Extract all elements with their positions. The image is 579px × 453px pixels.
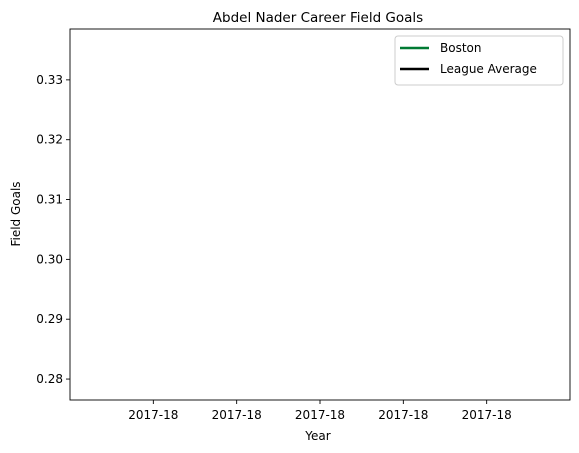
legend-label: League Average (440, 62, 537, 76)
legend-entries: Boston League Average (400, 41, 537, 76)
legend-box (394, 35, 564, 86)
y-tick-label: 0.29 (36, 312, 63, 326)
y-axis-ticks: 0.28 0.29 0.30 0.31 0.32 0.33 (36, 73, 70, 386)
y-tick-label: 0.30 (36, 252, 63, 266)
y-tick-label: 0.33 (36, 73, 63, 87)
y-tick-label: 0.32 (36, 133, 63, 147)
x-tick-label: 2017-18 (462, 408, 512, 422)
x-tick-label: 2017-18 (128, 408, 178, 422)
x-tick-label: 2017-18 (212, 408, 262, 422)
x-axis-ticks: 2017-18 2017-18 2017-18 2017-18 2017-18 (128, 400, 512, 422)
y-tick-label: 0.28 (36, 372, 63, 386)
x-tick-label: 2017-18 (295, 408, 345, 422)
x-axis-label: Year (304, 429, 330, 443)
legend: Boston League Average (394, 35, 564, 86)
legend-label: Boston (440, 41, 481, 55)
y-tick-label: 0.31 (36, 193, 63, 207)
y-axis-label: Field Goals (9, 181, 23, 246)
chart-title: Abdel Nader Career Field Goals (213, 10, 423, 26)
x-tick-label: 2017-18 (378, 408, 428, 422)
